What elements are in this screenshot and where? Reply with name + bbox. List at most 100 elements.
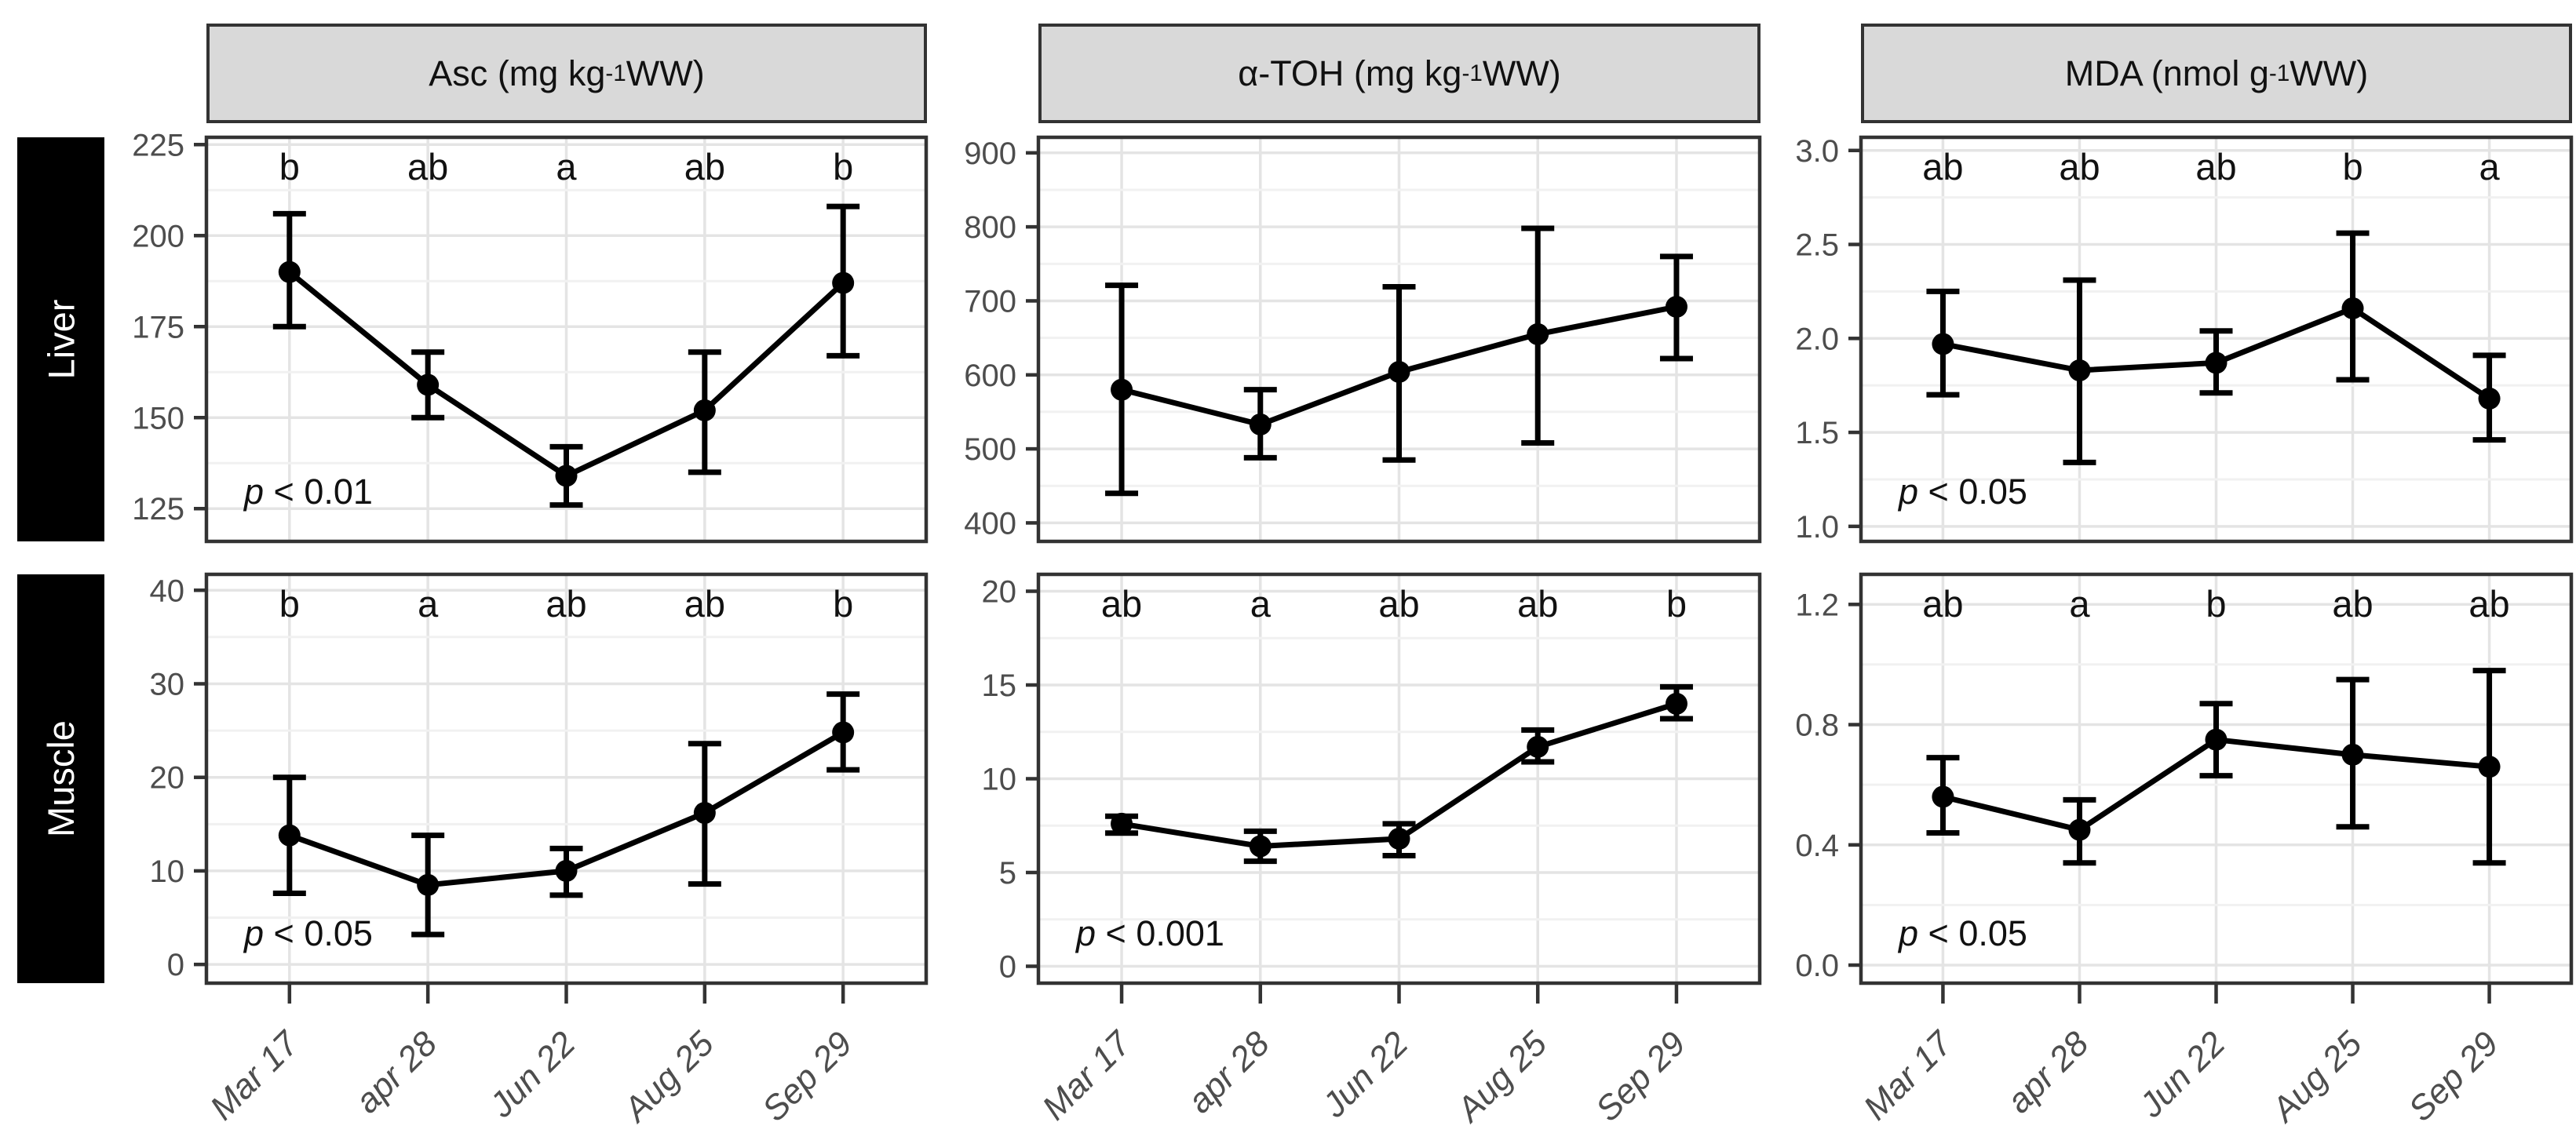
x-tick-label: Sep 29: [1589, 1024, 1693, 1128]
p-value-label: p < 0.05: [1897, 913, 2027, 953]
y-tick-label: 20: [150, 761, 185, 796]
data-point: [832, 271, 855, 294]
y-tick-label: 2.0: [1795, 322, 1839, 356]
y-tick-label: 0.4: [1795, 829, 1839, 863]
y-tick-label: 0: [999, 949, 1016, 984]
data-point: [2478, 756, 2501, 778]
significance-letter: ab: [2332, 583, 2373, 625]
y-tick-label: 400: [964, 506, 1016, 541]
significance-letter: a: [2069, 583, 2090, 625]
significance-letter: a: [556, 146, 577, 188]
x-tick-label: Jun 22: [2132, 1024, 2233, 1125]
significance-letter: b: [2206, 583, 2226, 625]
y-tick-label: 40: [150, 574, 185, 608]
data-point: [1932, 785, 1954, 808]
y-tick-label: 20: [982, 575, 1017, 610]
y-tick-label: 125: [132, 492, 184, 526]
significance-letter: ab: [2468, 583, 2509, 625]
data-point: [1388, 361, 1410, 384]
data-point: [1932, 333, 1954, 355]
data-point: [278, 260, 301, 283]
x-tick-label: Aug 25: [615, 1024, 722, 1131]
col-strip-atoh: α-TOH (mg kg -1 WW): [1038, 24, 1761, 123]
y-tick-label: 1.5: [1795, 416, 1839, 450]
data-point: [555, 859, 578, 882]
significance-letter: ab: [1922, 146, 1963, 188]
panel-border: [1036, 572, 1762, 986]
panel-liver-asc: 125 150 175 200 225 b ab a ab b p < 0.01: [132, 128, 929, 544]
panel-border: [204, 135, 929, 544]
x-tick-label: apr 28: [1180, 1024, 1277, 1120]
y-tick-label: 200: [132, 219, 184, 253]
significance-letter: a: [418, 583, 439, 625]
data-point: [693, 399, 716, 421]
data-point: [1249, 835, 1272, 858]
data-point: [1665, 692, 1688, 715]
y-tick-label: 150: [132, 401, 184, 435]
x-tick-label: Mar 17: [1035, 1023, 1140, 1128]
col-strip-atoh-superscript: -1: [1461, 60, 1483, 86]
significance-letter: a: [2479, 146, 2500, 188]
y-tick-label: 0.0: [1795, 949, 1839, 983]
panel-muscle-asc: 0 10 20 30 40 Mar 17 apr 28 Jun 22 Aug 25 Sep 29 b…: [150, 572, 929, 1131]
x-tick-label: apr 28: [2000, 1024, 2096, 1120]
panel-border: [204, 572, 929, 986]
data-point: [278, 824, 301, 847]
col-strip-atoh-suffix: WW): [1482, 53, 1561, 93]
significance-letter: b: [833, 146, 853, 188]
y-tick-label: 600: [964, 359, 1016, 393]
y-tick-label: 0: [167, 948, 184, 982]
y-tick-label: 900: [964, 137, 1016, 171]
row-strip-liver: Liver: [17, 137, 104, 541]
x-tick-label: Sep 29: [755, 1024, 859, 1128]
data-point: [1527, 735, 1549, 758]
col-strip-asc-superscript: -1: [605, 60, 626, 86]
row-strip-muscle: Muscle: [17, 574, 104, 983]
data-point: [417, 873, 440, 896]
significance-letter: ab: [2195, 146, 2236, 188]
data-point: [1388, 827, 1410, 850]
significance-letter: ab: [1378, 583, 1419, 625]
y-tick-label: 1.2: [1795, 588, 1839, 622]
data-point: [2341, 743, 2364, 766]
row-strip-label-muscle: Muscle: [40, 720, 82, 837]
col-strip-asc-suffix: WW): [626, 53, 705, 93]
x-tick-label: Sep 29: [2401, 1024, 2505, 1128]
data-point: [2341, 297, 2364, 319]
data-point: [1111, 812, 1133, 835]
y-tick-label: 5: [999, 856, 1016, 891]
p-value-label: p < 0.001: [1075, 913, 1224, 953]
p-value-label: p < 0.05: [243, 913, 373, 953]
row-strip-label-liver: Liver: [40, 299, 82, 380]
y-tick-label: 175: [132, 310, 184, 344]
y-tick-label: 15: [982, 669, 1017, 703]
significance-letter: ab: [1101, 583, 1142, 625]
y-tick-label: 800: [964, 210, 1016, 245]
x-tick-label: apr 28: [348, 1024, 444, 1120]
y-tick-label: 3.0: [1795, 134, 1839, 169]
col-strip-atoh-text: α-TOH (mg kg: [1238, 53, 1462, 93]
data-point: [1665, 295, 1688, 318]
data-point: [2068, 359, 2091, 382]
col-strip-mda: MDA (nmol g -1 WW): [1861, 24, 2572, 123]
y-tick-label: 10: [150, 854, 185, 889]
data-point: [693, 802, 716, 825]
significance-letter: a: [1250, 583, 1272, 625]
data-point: [1249, 413, 1272, 435]
significance-letter: b: [279, 583, 300, 625]
y-tick-label: 500: [964, 432, 1016, 467]
data-point: [555, 465, 578, 487]
x-tick-label: Jun 22: [482, 1024, 583, 1125]
x-tick-label: Jun 22: [1315, 1024, 1416, 1125]
significance-letter: ab: [545, 583, 586, 625]
data-point: [2478, 387, 2501, 410]
x-tick-label: Mar 17: [1856, 1023, 1961, 1128]
data-point: [2205, 728, 2228, 751]
data-point: [2205, 352, 2228, 374]
data-point: [417, 373, 440, 396]
significance-letter: ab: [407, 146, 448, 188]
panel-liver-atoh: 400 500 600 700 800 900: [964, 135, 1762, 544]
x-tick-label: Aug 25: [1448, 1024, 1555, 1131]
